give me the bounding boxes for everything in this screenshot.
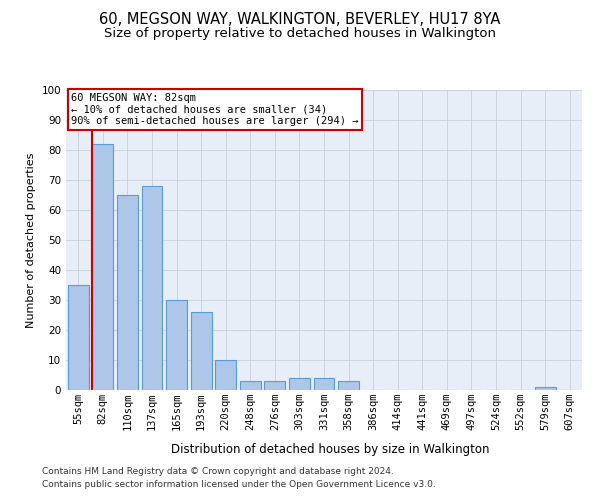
Text: 60, MEGSON WAY, WALKINGTON, BEVERLEY, HU17 8YA: 60, MEGSON WAY, WALKINGTON, BEVERLEY, HU… (100, 12, 500, 28)
Text: 60 MEGSON WAY: 82sqm
← 10% of detached houses are smaller (34)
90% of semi-detac: 60 MEGSON WAY: 82sqm ← 10% of detached h… (71, 93, 359, 126)
Text: Distribution of detached houses by size in Walkington: Distribution of detached houses by size … (171, 442, 489, 456)
Bar (314, 378, 334, 390)
Bar (265, 381, 286, 390)
Bar (191, 312, 212, 390)
Bar (68, 285, 89, 390)
Text: Size of property relative to detached houses in Walkington: Size of property relative to detached ho… (104, 28, 496, 40)
Bar (289, 378, 310, 390)
Bar (117, 195, 138, 390)
Y-axis label: Number of detached properties: Number of detached properties (26, 152, 36, 328)
Bar (215, 360, 236, 390)
Bar (535, 387, 556, 390)
Text: Contains public sector information licensed under the Open Government Licence v3: Contains public sector information licen… (42, 480, 436, 489)
Bar (92, 144, 113, 390)
Bar (240, 381, 261, 390)
Bar (338, 381, 359, 390)
Bar (142, 186, 163, 390)
Text: Contains HM Land Registry data © Crown copyright and database right 2024.: Contains HM Land Registry data © Crown c… (42, 467, 394, 476)
Bar (166, 300, 187, 390)
